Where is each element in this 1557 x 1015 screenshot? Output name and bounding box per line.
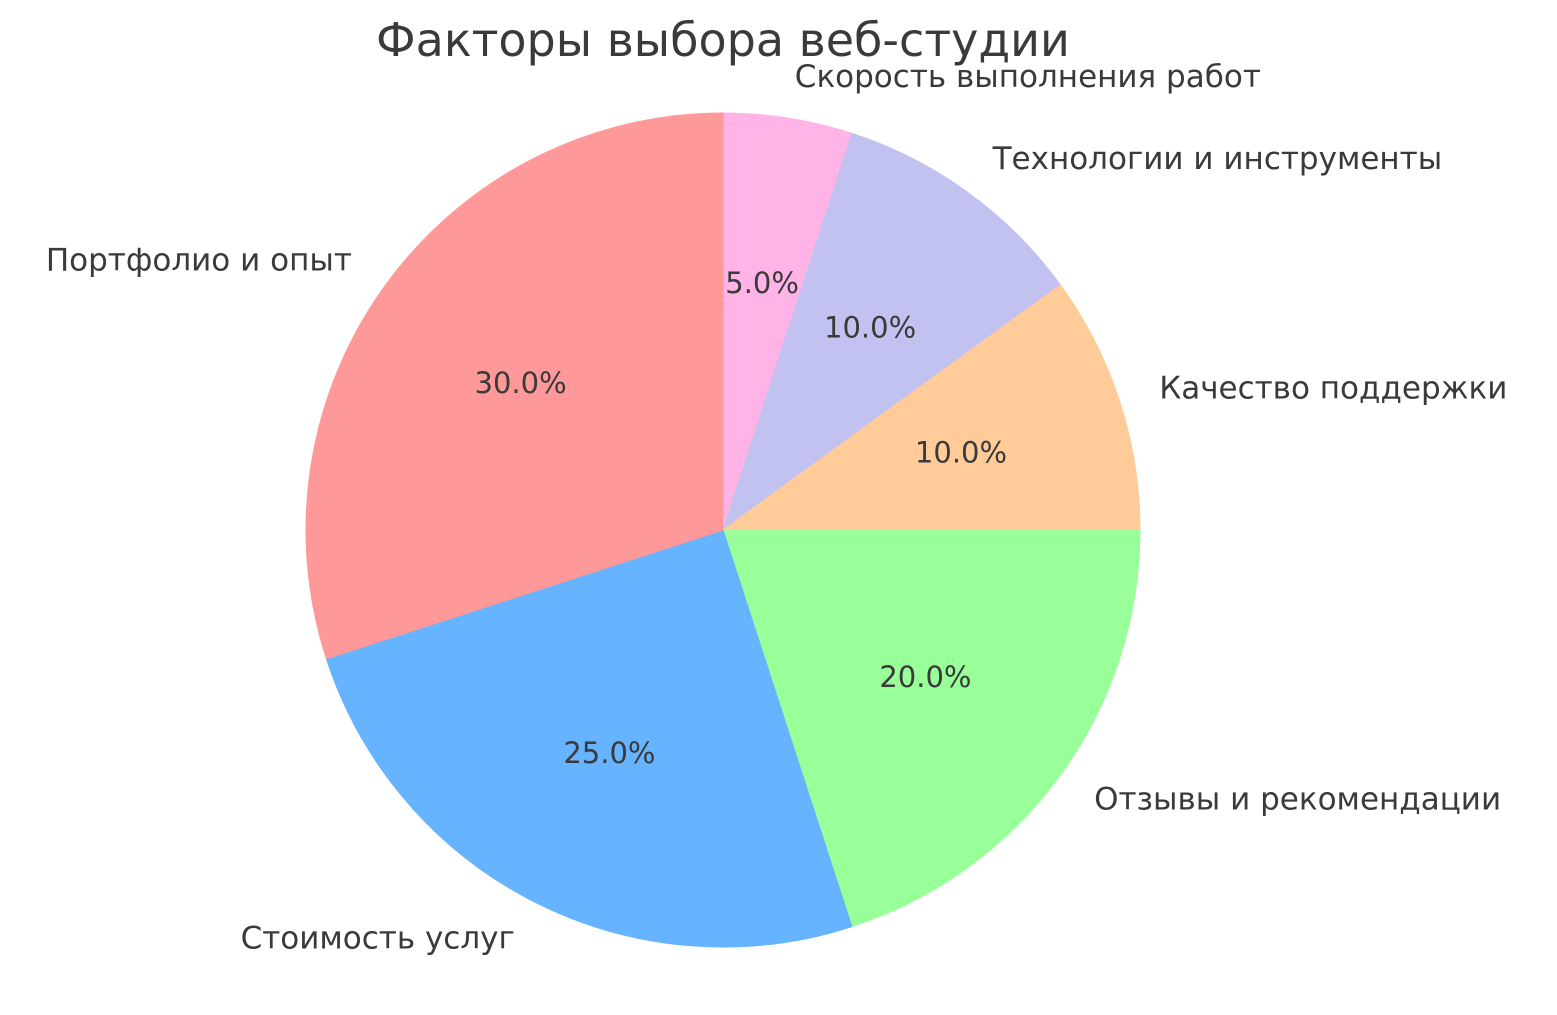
pct-label-4: 20.0%: [879, 660, 971, 694]
slice-label-4: Отзывы и рекомендации: [1094, 782, 1501, 818]
pie-slice-5: [325, 529, 853, 948]
pct-label-5: 25.0%: [563, 736, 655, 770]
chart-title: Факторы выбора веб-студии: [376, 13, 1070, 67]
slice-label-5: Стоимость услуг: [241, 921, 515, 957]
pct-label-3: 10.0%: [915, 436, 1007, 470]
slice-label-6: Портфолио и опыт: [46, 242, 352, 278]
pie-slice-2: [722, 132, 1062, 532]
pct-label-2: 10.0%: [824, 311, 916, 345]
pct-label-6: 30.0%: [475, 366, 567, 400]
pie-slice-4: [722, 529, 1141, 928]
pie-slices-layer: [305, 112, 1141, 948]
pie-slice-6: [305, 112, 724, 660]
slice-label-3: Качество поддержки: [1159, 370, 1507, 406]
pie-labels-layer: 5.0% Скорость выполнения работ 10.0% Технол…: [46, 59, 1508, 957]
pct-label-1: 5.0%: [725, 266, 799, 300]
pie-slice-3: [721, 284, 1141, 531]
slice-label-2: Технологии и инструменты: [992, 141, 1443, 177]
slice-label-1: Скорость выполнения работ: [795, 59, 1261, 95]
